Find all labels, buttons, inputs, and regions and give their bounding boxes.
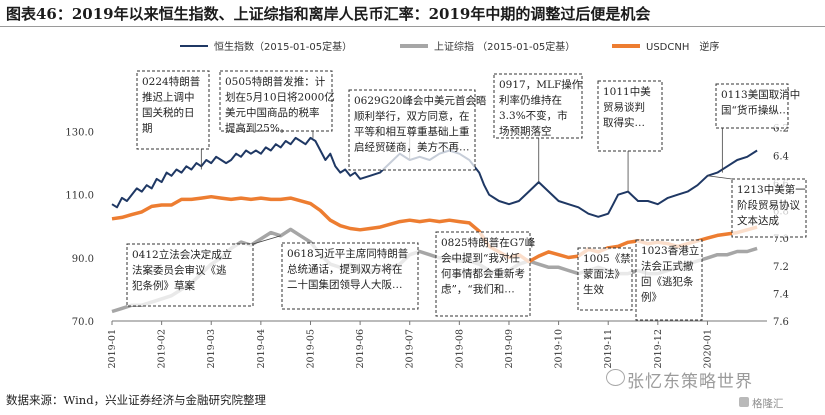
left-tick-label: 90.0 <box>72 254 94 265</box>
title-bar: 图表46：2019年以来恒生指数、上证综指和离岸人民币汇率：2019年中期的调整… <box>0 0 825 27</box>
left-tick-label: 110.0 <box>65 191 94 202</box>
annotation-box <box>635 239 703 321</box>
annotation-text: 0825特朗普在G7峰会中提到“我对任何事情都会重新考虑”，“我们和… <box>441 236 536 296</box>
annotation-box <box>348 89 476 171</box>
logo-icon <box>739 397 749 407</box>
left-tick-label: 70.0 <box>72 317 94 328</box>
annotation-box <box>731 178 807 238</box>
annotation-text: 0629G20峰会中美元首会晤顺利举行，双方同意，在平等和相互尊重基础上重启经贸… <box>354 94 487 154</box>
annotation-box <box>597 80 663 152</box>
watermark: 张忆东策略世界 <box>627 372 753 392</box>
x-tick-label: 2019-07 <box>405 329 416 368</box>
chart-canvas: 70.090.0110.0130.06.26.46.66.87.07.27.47… <box>65 40 807 368</box>
annotation-text: 1213中美第一阶段贸易协议文本达成 <box>737 183 806 227</box>
annotation-box <box>281 242 419 310</box>
x-tick-label: 2019-04 <box>256 329 267 368</box>
annotation-text: 1023香港立法会正式撤回《逃犯条例》 <box>641 244 699 304</box>
annotation-box <box>435 231 531 317</box>
right-tick-label: 7.6 <box>773 317 789 328</box>
annotation-text: 1011中美贸易谈判取得实… <box>603 85 651 129</box>
left-tick-label: 130.0 <box>65 128 94 139</box>
legend-label-cnh: USDCNH 逆序 <box>646 40 719 53</box>
right-tick-label: 6.2 <box>773 124 789 135</box>
annotation-text: 1005《禁蒙面法》生效 <box>583 253 631 296</box>
right-tick-label: 6.4 <box>773 151 789 162</box>
x-tick-label: 2019-12 <box>653 329 664 368</box>
x-tick-label: 2019-03 <box>206 329 217 368</box>
x-tick-label: 2019-06 <box>355 329 366 368</box>
annotation-box <box>493 73 583 139</box>
x-tick-label: 2019-09 <box>504 329 515 368</box>
annotation-box <box>219 70 333 132</box>
right-tick-label: 7.0 <box>773 234 789 245</box>
annotation-text: 0412立法会决定成立法案委员会审议《逃犯条例》草案 <box>132 248 232 292</box>
annotation-text: 0505特朗普发推：计划在5月10日将2000亿美元中国商品的税率提高到25%。 <box>225 75 335 135</box>
annotation-connector <box>707 175 733 180</box>
x-tick-label: 2019-10 <box>554 329 565 368</box>
annotation-box <box>126 243 254 307</box>
x-tick-label: 2019-08 <box>454 329 465 368</box>
annotation-text: 0224特朗普推迟上调中国关税的日期 <box>142 75 200 135</box>
wechat-icon <box>606 369 625 386</box>
annotation-text: 0618习近平主席同特朗普总统通话，提到双方将在二十国集团领导人大阪… <box>287 247 408 291</box>
source-note: 数据来源：Wind，兴业证券经济与金融研究院整理 <box>6 393 267 407</box>
annotation-box <box>136 70 210 150</box>
series-line-hsi <box>111 136 758 218</box>
legend-label-sse: 上证综指 （2015-01-05定基） <box>434 40 575 53</box>
annotation-text: 0113美国取消中国“货币操纵… <box>721 88 800 117</box>
annotation-box <box>715 83 789 129</box>
x-tick-label: 2019-05 <box>305 329 316 368</box>
watermark-small: 格隆汇 <box>752 398 784 410</box>
legend-label-hsi: 恒生指数（2015-01-05定基） <box>214 40 352 53</box>
annotation-box <box>577 247 633 311</box>
annotation-connector <box>252 235 281 245</box>
x-tick-label: 2019-02 <box>157 329 168 368</box>
x-tick-label: 2020-01 <box>702 329 713 368</box>
right-tick-label: 7.2 <box>773 262 789 273</box>
chart-title: 图表46：2019年以来恒生指数、上证综指和离岸人民币汇率：2019年中期的调整… <box>6 5 651 23</box>
x-tick-label: 2019-11 <box>603 329 614 368</box>
right-tick-label: 7.4 <box>773 289 789 300</box>
x-tick-label: 2019-01 <box>107 329 118 368</box>
annotation-text: 0917，MLF操作利率仍维持在 3.3%不变，市场预期落空 <box>499 78 583 138</box>
